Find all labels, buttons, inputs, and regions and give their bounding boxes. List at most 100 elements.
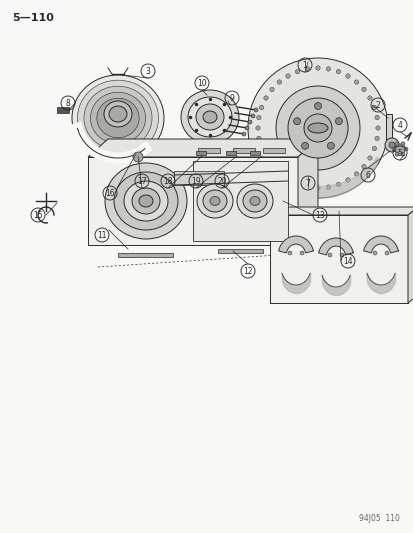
Bar (233, 148, 254, 153)
Ellipse shape (124, 181, 168, 221)
Circle shape (391, 147, 395, 151)
Text: 13: 13 (314, 211, 324, 220)
Circle shape (269, 164, 273, 169)
Circle shape (303, 114, 331, 142)
Circle shape (247, 58, 387, 198)
Circle shape (294, 182, 299, 187)
Ellipse shape (188, 97, 231, 137)
Bar (269, 215, 407, 303)
Circle shape (327, 142, 334, 149)
Ellipse shape (209, 197, 219, 206)
Circle shape (254, 108, 257, 112)
Circle shape (285, 178, 290, 182)
Circle shape (133, 152, 142, 162)
Circle shape (384, 138, 398, 152)
Text: 20: 20 (217, 176, 226, 185)
Circle shape (247, 120, 252, 124)
Circle shape (339, 253, 343, 257)
Circle shape (325, 67, 330, 71)
Polygon shape (297, 139, 317, 245)
Bar (195, 151, 206, 155)
Circle shape (361, 164, 365, 169)
Ellipse shape (97, 98, 139, 138)
Circle shape (259, 147, 263, 151)
Bar (197, 148, 219, 153)
Text: 15: 15 (33, 211, 43, 220)
Circle shape (287, 98, 347, 158)
Circle shape (256, 136, 261, 141)
Circle shape (371, 147, 376, 151)
Ellipse shape (109, 106, 127, 122)
Text: 16: 16 (105, 189, 114, 198)
Circle shape (244, 126, 248, 130)
Circle shape (287, 251, 291, 255)
Circle shape (335, 118, 342, 125)
Polygon shape (363, 236, 397, 253)
Circle shape (315, 66, 319, 70)
Circle shape (403, 147, 407, 151)
Circle shape (275, 86, 359, 170)
Text: 94J05  110: 94J05 110 (358, 514, 399, 523)
Ellipse shape (132, 188, 159, 214)
Ellipse shape (84, 86, 152, 150)
Ellipse shape (202, 190, 226, 212)
Circle shape (354, 80, 358, 84)
Circle shape (301, 142, 308, 149)
Circle shape (372, 251, 376, 255)
Bar (173, 171, 223, 185)
Ellipse shape (139, 195, 153, 207)
Circle shape (388, 142, 394, 148)
Circle shape (269, 87, 273, 92)
Text: 19: 19 (191, 176, 200, 185)
Text: 5—110: 5—110 (12, 13, 54, 23)
Polygon shape (407, 207, 413, 303)
Circle shape (305, 67, 309, 71)
Circle shape (400, 152, 404, 156)
Ellipse shape (180, 90, 238, 144)
Circle shape (277, 172, 281, 176)
Ellipse shape (202, 111, 216, 123)
Circle shape (375, 126, 379, 130)
Polygon shape (278, 236, 313, 253)
Circle shape (367, 96, 371, 100)
Ellipse shape (104, 101, 132, 127)
Text: 9: 9 (229, 93, 234, 102)
Text: 8: 8 (66, 99, 70, 108)
Polygon shape (88, 139, 317, 157)
Circle shape (354, 172, 358, 176)
Ellipse shape (236, 184, 272, 218)
Circle shape (294, 69, 299, 74)
Ellipse shape (90, 92, 145, 144)
Polygon shape (318, 238, 353, 255)
Circle shape (394, 144, 404, 154)
Bar (225, 151, 235, 155)
Ellipse shape (72, 75, 164, 161)
Circle shape (327, 253, 331, 257)
Circle shape (325, 185, 330, 189)
Circle shape (242, 132, 245, 136)
Text: 7: 7 (305, 179, 310, 188)
Circle shape (285, 74, 290, 78)
Bar (262, 148, 284, 153)
Circle shape (256, 115, 261, 120)
Text: 14: 14 (342, 256, 352, 265)
Ellipse shape (307, 123, 327, 133)
Text: 18: 18 (163, 176, 172, 185)
Circle shape (384, 251, 388, 255)
Circle shape (345, 178, 349, 182)
Text: 1: 1 (302, 61, 306, 69)
Circle shape (250, 114, 254, 118)
Circle shape (315, 186, 319, 190)
Text: 11: 11 (97, 230, 107, 239)
Ellipse shape (105, 163, 187, 239)
Text: 2: 2 (375, 101, 380, 109)
Bar (385, 114, 391, 142)
Bar (57, 107, 69, 113)
Circle shape (305, 185, 309, 189)
Polygon shape (88, 157, 297, 245)
Ellipse shape (249, 197, 259, 206)
Circle shape (293, 118, 300, 125)
Circle shape (400, 142, 404, 146)
Circle shape (345, 74, 349, 78)
Circle shape (259, 106, 263, 110)
